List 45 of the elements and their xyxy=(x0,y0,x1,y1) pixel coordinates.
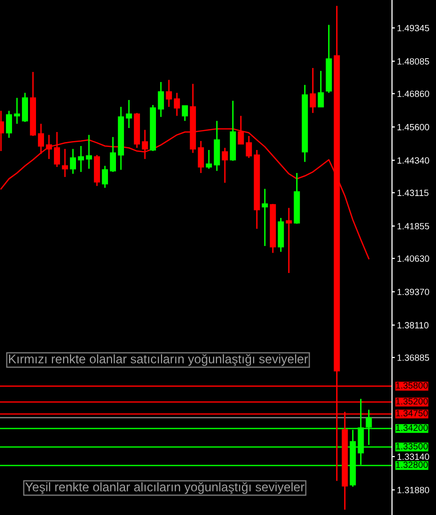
ref-line-label: 1.34750 xyxy=(396,410,428,416)
candlestick xyxy=(318,70,324,108)
candlestick xyxy=(22,92,28,123)
y-tick-label: 1.44340 xyxy=(398,157,430,164)
y-tick-label: 1.36885 xyxy=(398,354,430,361)
candlestick xyxy=(262,188,268,247)
candlestick xyxy=(46,134,52,160)
candlestick xyxy=(182,105,188,122)
candlestick xyxy=(198,140,204,174)
candlestick xyxy=(310,67,316,114)
candlestick xyxy=(62,148,68,178)
y-tick-label: 1.48085 xyxy=(398,58,430,65)
candlestick xyxy=(86,134,92,170)
y-tick-label: 1.45600 xyxy=(398,124,430,130)
y-tick-label: 1.46860 xyxy=(398,90,430,97)
candlestick xyxy=(206,149,212,170)
y-tick-label: 1.43115 xyxy=(398,190,428,196)
candlestick xyxy=(78,145,84,173)
candlestick xyxy=(14,97,20,124)
y-tick-label: 1.31880 xyxy=(398,486,430,494)
y-tick-label: 1.41855 xyxy=(398,222,430,230)
y-tick-label: 1.33140 xyxy=(398,454,430,460)
candlestick xyxy=(6,110,12,139)
candlestick xyxy=(102,165,108,188)
candlestick xyxy=(174,92,180,117)
candlestick xyxy=(222,147,228,184)
candlestick xyxy=(166,79,172,108)
y-tick-label: 1.39370 xyxy=(398,288,430,296)
candlestick xyxy=(54,131,60,168)
candlestick xyxy=(70,148,76,174)
annotation: Kırmızı renkte olanlar satıcıların yoğunlaştığı seviyeler xyxy=(9,354,308,366)
ref-line-label: 1.33500 xyxy=(396,443,428,450)
ref-line-label: 1.32800 xyxy=(396,462,428,468)
candlestick xyxy=(158,81,164,118)
y-tick-label: 1.38110 xyxy=(398,322,428,328)
annotation: Yeşil renkte olanlar alıcıların yoğunlaştığı seviyeler xyxy=(25,482,304,494)
y-tick-label: 1.49345 xyxy=(398,24,430,32)
ref-line-label: 1.35200 xyxy=(396,398,428,404)
ref-line-label: 1.35800 xyxy=(396,382,428,389)
candlestick xyxy=(126,99,132,129)
ref-line-label: 1.34200 xyxy=(396,424,428,431)
candlestick xyxy=(110,136,116,173)
candlestick xyxy=(246,135,252,159)
y-tick-label: 1.40630 xyxy=(398,255,430,262)
candlestick xyxy=(286,207,292,274)
